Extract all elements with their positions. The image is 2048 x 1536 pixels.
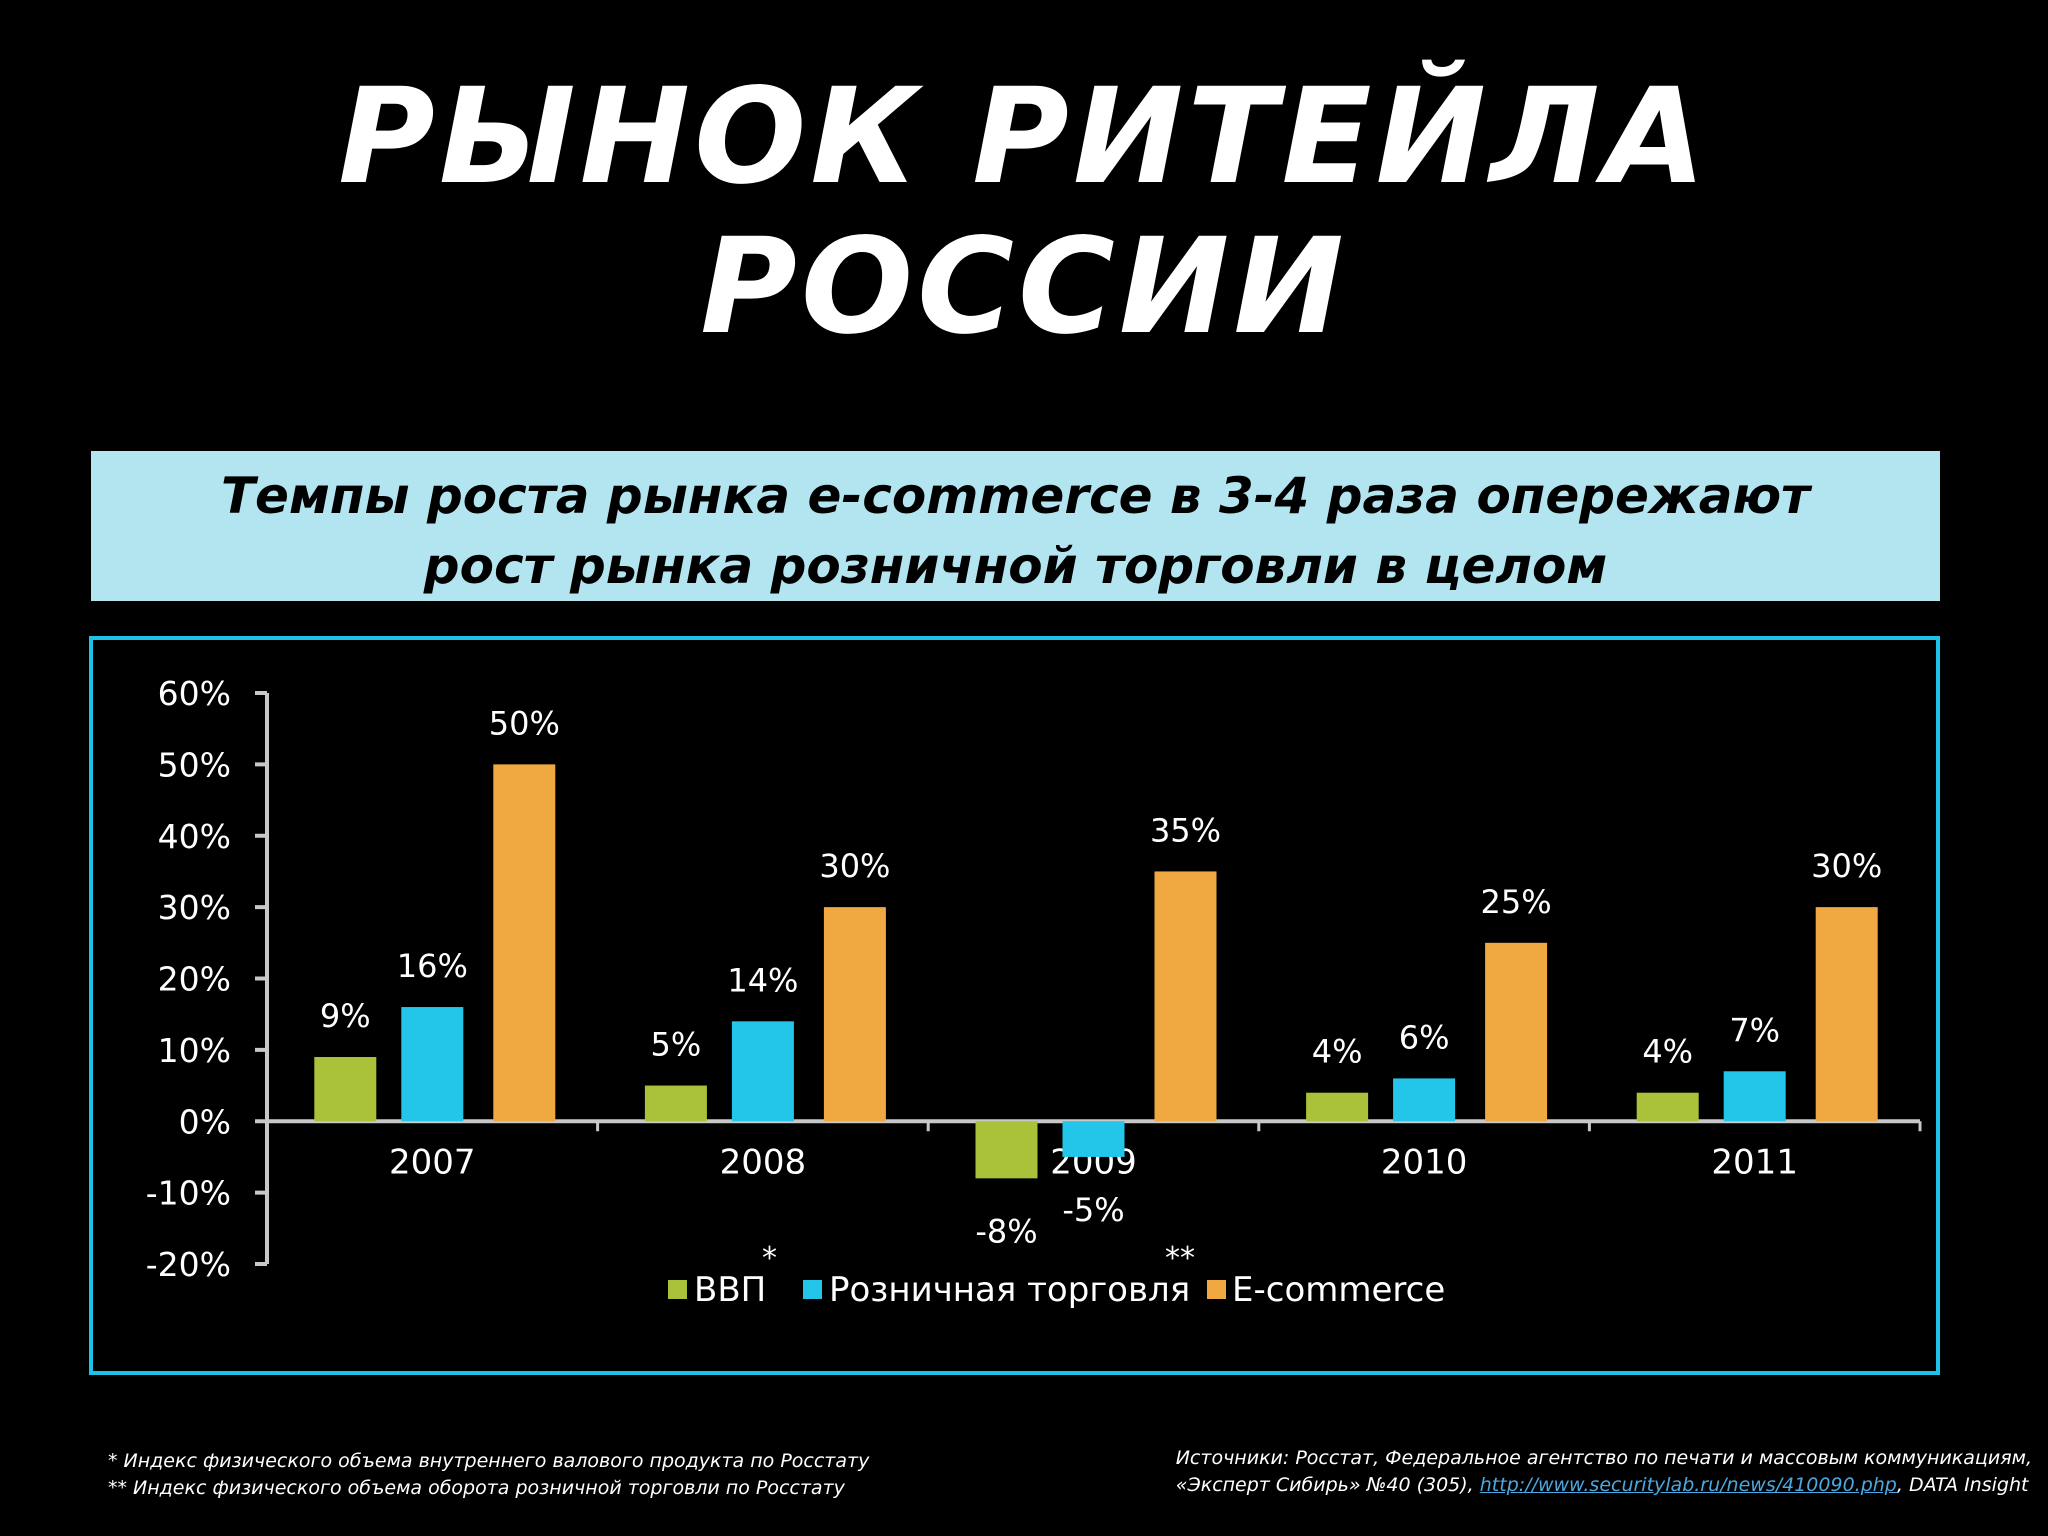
bar [1815, 907, 1878, 1122]
bar [1636, 1092, 1699, 1122]
data-label: 14% [727, 961, 798, 999]
data-label: 4% [1642, 1033, 1693, 1071]
footnote-retail: ** Индекс физического объема оборота роз… [108, 1477, 845, 1499]
sources-line-2: «Эксперт Сибирь» №40 (305), http://www.s… [1176, 1472, 2032, 1499]
y-tick-label: 20% [158, 960, 231, 999]
source-link[interactable]: http://www.securitylab.ru/news/410090.ph… [1479, 1474, 1897, 1496]
x-tick-label: 2008 [720, 1142, 807, 1182]
y-tick-label: 40% [158, 817, 231, 856]
y-tick-label: 10% [158, 1031, 231, 1070]
x-tick-label: 2007 [389, 1142, 476, 1182]
legend-marker: ** [1165, 1241, 1195, 1276]
data-label: 35% [1150, 811, 1221, 849]
data-label: -8% [975, 1212, 1037, 1250]
y-tick-label: 60% [158, 674, 231, 713]
y-tick-label: -10% [146, 1174, 231, 1213]
banner-line-1: Темпы роста рынка e-commerce в 3-4 раза … [220, 467, 1811, 525]
bar [1154, 871, 1217, 1122]
slide-title: РЫНОК РИТЕЙЛА РОССИИ [338, 60, 1710, 364]
legend-swatch [668, 1280, 687, 1299]
footnote-gdp: * Индекс физического объема внутреннего … [108, 1450, 870, 1472]
legend-label: E-commerce [1232, 1270, 1445, 1310]
sources-line-1: Источники: Росстат, Федеральное агентств… [1175, 1447, 2032, 1469]
data-label: -5% [1062, 1191, 1124, 1229]
bar [823, 907, 886, 1122]
y-tick-label: -20% [146, 1245, 231, 1284]
sources-suffix: , DATA Insight [1896, 1474, 2029, 1496]
legend: ВВП Розничная торговля E-commerce* ** [668, 1241, 1445, 1310]
data-label: 16% [397, 947, 468, 985]
bar [975, 1121, 1038, 1179]
x-tick-label: 2010 [1381, 1142, 1468, 1182]
sources-publication: «Эксперт Сибирь» №40 (305), [1175, 1474, 1480, 1496]
legend-marker: * [762, 1241, 777, 1276]
bar [1393, 1078, 1456, 1122]
data-label: 25% [1481, 883, 1552, 921]
data-label: 30% [819, 847, 890, 885]
data-label: 5% [651, 1026, 702, 1064]
data-label: 7% [1729, 1011, 1780, 1049]
chart-frame [89, 636, 1940, 1375]
bar [644, 1085, 707, 1122]
legend-label: Розничная торговля [829, 1270, 1190, 1310]
sources: Источники: Росстат, Федеральное агентств… [1176, 1445, 2032, 1499]
bar [1485, 942, 1548, 1122]
headline-banner: Темпы роста рынка e-commerce в 3-4 раза … [91, 451, 1940, 601]
data-label: 9% [320, 997, 371, 1035]
data-label: 4% [1312, 1033, 1363, 1071]
bar [1062, 1121, 1125, 1157]
bar [1723, 1071, 1786, 1122]
bar [493, 764, 556, 1122]
footnotes: * Индекс физического объема внутреннего … [108, 1448, 869, 1502]
legend-swatch [803, 1280, 822, 1299]
x-tick-label: 2011 [1711, 1142, 1798, 1182]
legend-label: ВВП [694, 1270, 766, 1310]
bar [314, 1057, 377, 1122]
data-label: 30% [1811, 847, 1882, 885]
data-label: 50% [489, 704, 560, 742]
bar [731, 1021, 794, 1122]
banner-line-2: рост рынка розничной торговли в целом [423, 537, 1608, 595]
data-label: 6% [1399, 1018, 1450, 1056]
data-labels: 9% 5% -8% 4% 4% 16% 14% -5% 6% 7% 50% 30% 35% 25% 30% [320, 704, 1882, 1250]
y-tick-label: 50% [158, 745, 231, 784]
legend-swatch [1207, 1280, 1226, 1299]
y-tick-label: 0% [179, 1102, 231, 1141]
bars [314, 764, 1878, 1179]
bar [1306, 1092, 1369, 1122]
y-tick-label: 30% [158, 888, 231, 927]
bar [401, 1007, 464, 1122]
